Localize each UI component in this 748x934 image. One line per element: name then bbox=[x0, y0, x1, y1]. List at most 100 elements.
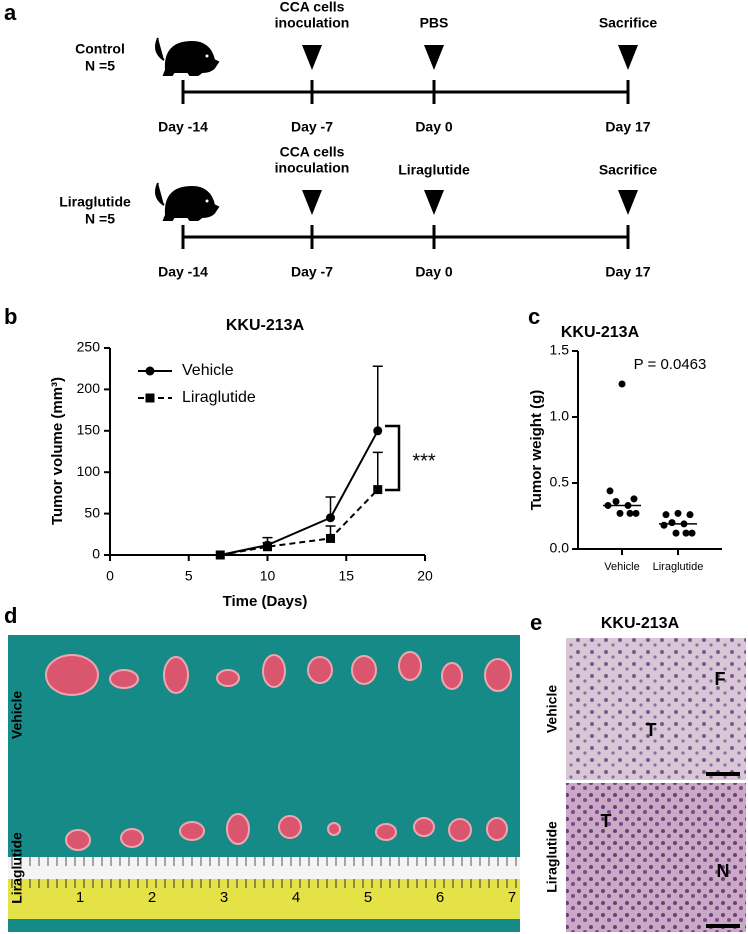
tumor bbox=[120, 828, 144, 848]
point bbox=[686, 511, 694, 519]
x-tick-label: 15 bbox=[338, 568, 354, 584]
panel-letter: e bbox=[530, 610, 542, 635]
tumor bbox=[65, 829, 91, 851]
legend-marker bbox=[145, 366, 155, 376]
tumor bbox=[375, 823, 397, 841]
event-arrow bbox=[618, 45, 638, 70]
tumor bbox=[486, 817, 508, 841]
row-label: Liraglutide bbox=[9, 832, 25, 904]
panel-letter: d bbox=[4, 603, 17, 628]
point bbox=[672, 529, 680, 537]
y-tick-label: 150 bbox=[77, 422, 101, 438]
panel-letter: c bbox=[528, 304, 540, 329]
y-tick-label: 200 bbox=[77, 380, 101, 396]
row-label: Liraglutide bbox=[544, 821, 560, 893]
y-axis-label: Tumor volume (mm³) bbox=[49, 377, 66, 525]
ruler-label: 7 bbox=[508, 889, 516, 906]
day-label: Day -7 bbox=[291, 119, 333, 135]
tumor bbox=[448, 818, 472, 842]
day-label: Day 0 bbox=[415, 119, 453, 135]
y-tick-label: 1.0 bbox=[550, 408, 570, 424]
y-tick-label: 0 bbox=[92, 546, 100, 562]
event-label: CCA cells bbox=[280, 0, 345, 15]
mouse-eye bbox=[205, 199, 209, 203]
histology-image bbox=[566, 638, 746, 780]
series-line bbox=[220, 430, 379, 556]
ruler-label: 6 bbox=[436, 889, 444, 906]
mouse-icon bbox=[155, 182, 220, 221]
day-label: Day -14 bbox=[158, 119, 208, 135]
panel-title: KKU-213A bbox=[601, 615, 680, 632]
y-tick-label: 250 bbox=[77, 339, 101, 355]
point bbox=[660, 521, 668, 529]
event-label: inoculation bbox=[275, 15, 350, 31]
ruler-label: 3 bbox=[220, 889, 228, 906]
event-arrow bbox=[618, 190, 638, 215]
point bbox=[616, 509, 624, 517]
point bbox=[668, 519, 676, 527]
tumor bbox=[226, 813, 250, 845]
tumor bbox=[441, 662, 463, 690]
y-tick-label: 0.5 bbox=[550, 474, 570, 490]
point bbox=[632, 509, 640, 517]
point bbox=[630, 495, 638, 503]
panel-letter: a bbox=[4, 0, 17, 25]
point bbox=[612, 497, 620, 505]
significance-bracket bbox=[385, 424, 401, 492]
point bbox=[215, 550, 225, 560]
x-tick-label: Vehicle bbox=[604, 561, 639, 573]
point bbox=[373, 426, 383, 436]
event-label: Sacrifice bbox=[599, 162, 658, 178]
group-label: Liraglutide bbox=[59, 194, 131, 210]
region-label: T bbox=[601, 811, 612, 831]
tumor bbox=[163, 656, 189, 694]
mouse-icon bbox=[155, 37, 220, 76]
point bbox=[674, 509, 682, 517]
event-arrow bbox=[302, 45, 322, 70]
legend-marker bbox=[145, 393, 155, 403]
panel-letter: b bbox=[4, 304, 17, 329]
day-label: Day 17 bbox=[605, 264, 650, 280]
tumor bbox=[307, 656, 333, 684]
error-bar bbox=[372, 451, 383, 490]
y-tick-label: 0.0 bbox=[550, 540, 570, 556]
event-label: Sacrifice bbox=[599, 15, 658, 31]
y-tick-label: 50 bbox=[84, 504, 100, 520]
point bbox=[326, 533, 335, 543]
point bbox=[626, 509, 634, 517]
tumor bbox=[262, 654, 286, 688]
significance: *** bbox=[412, 450, 436, 472]
tumor bbox=[109, 669, 139, 689]
tumor bbox=[216, 669, 240, 687]
point bbox=[326, 513, 335, 523]
p-value: P = 0.0463 bbox=[634, 356, 707, 373]
point bbox=[662, 511, 670, 519]
x-tick-label: 10 bbox=[260, 568, 276, 584]
tumor bbox=[413, 817, 435, 837]
chart-title: KKU-213A bbox=[561, 324, 640, 341]
event-arrow bbox=[424, 45, 444, 70]
group-n: N =5 bbox=[85, 211, 115, 227]
tumor bbox=[398, 651, 422, 681]
day-label: Day -14 bbox=[158, 264, 208, 280]
mouse-eye bbox=[205, 54, 209, 58]
x-tick-label: 20 bbox=[417, 568, 433, 584]
event-label: Liraglutide bbox=[398, 162, 470, 178]
event-label: inoculation bbox=[275, 160, 350, 176]
point bbox=[263, 542, 272, 552]
tumor bbox=[351, 655, 377, 685]
ruler-label: 1 bbox=[76, 889, 84, 906]
region-label: F bbox=[715, 669, 726, 689]
point bbox=[618, 380, 626, 388]
day-label: Day -7 bbox=[291, 264, 333, 280]
tumor bbox=[278, 815, 302, 839]
tumor bbox=[179, 821, 205, 841]
ruler-label: 4 bbox=[292, 889, 300, 906]
day-label: Day 0 bbox=[415, 264, 453, 280]
row-label: Vehicle bbox=[9, 691, 25, 739]
group-label: Control bbox=[75, 41, 125, 57]
y-tick-label: 100 bbox=[77, 463, 101, 479]
x-tick-label: Liraglutide bbox=[653, 561, 704, 573]
ruler-metric bbox=[8, 857, 520, 879]
